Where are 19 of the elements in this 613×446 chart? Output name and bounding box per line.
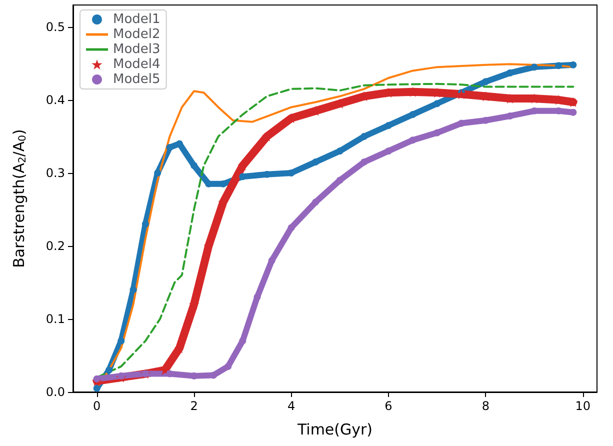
x-axis-title: Time(Gyr) (296, 420, 373, 438)
legend-label: Model5 (113, 72, 160, 87)
legend-label: Model4 (113, 57, 160, 72)
legend-label: Model3 (113, 42, 160, 57)
y-tick-label: 0.0 (46, 385, 65, 399)
x-tick-label: 4 (287, 399, 296, 413)
y-tick-label: 0.4 (46, 92, 65, 107)
y-tick-label: 0.2 (46, 238, 65, 253)
y-tick-label: 0.3 (46, 166, 65, 180)
y-tick-label: 0.5 (46, 20, 65, 34)
x-tick-label: 8 (482, 399, 490, 413)
y-axis-title: Barstrength(A2/A0) (10, 129, 28, 268)
x-tick-label: 2 (190, 399, 198, 413)
x-tick-label: 0 (93, 399, 101, 413)
legend-label: Model2 (113, 27, 160, 42)
x-tick-label: 6 (384, 399, 392, 413)
y-tick-label: 0.1 (46, 312, 65, 326)
legend-label: Model1 (113, 12, 160, 27)
x-tick-label: 10 (575, 399, 591, 413)
